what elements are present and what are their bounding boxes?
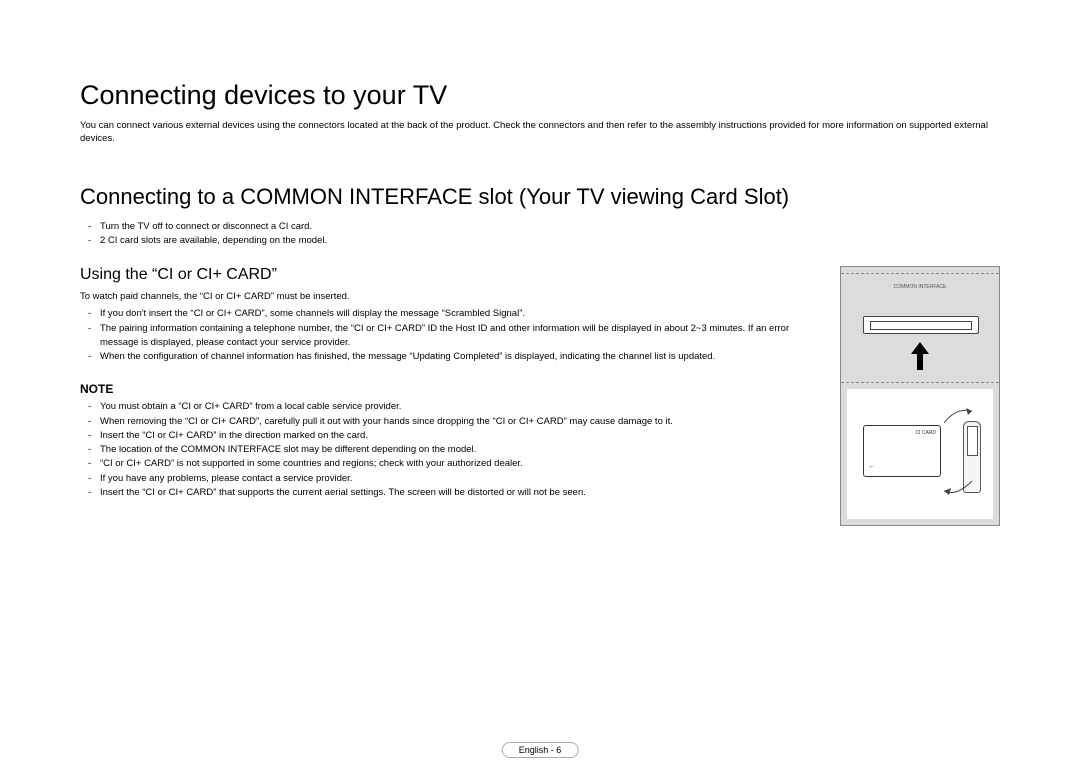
section-title: Connecting to a COMMON INTERFACE slot (Y… [80, 184, 1000, 210]
curved-arrow-icon [942, 477, 980, 499]
list-item: Insert the “CI or CI+ CARD” that support… [98, 486, 822, 500]
page-footer: English - 6 [502, 742, 579, 758]
card-slot-icon [863, 316, 979, 334]
list-item: When removing the “CI or CI+ CARD”, care… [98, 415, 822, 429]
list-item: “CI or CI+ CARD” is not supported in som… [98, 457, 822, 471]
sub-paragraph: To watch paid channels, the “CI or CI+ C… [80, 290, 822, 303]
diagram-top-label: COMMON INTERFACE [841, 274, 999, 290]
card-label: CI CARD [915, 430, 936, 436]
subheading: Using the “CI or CI+ CARD” [80, 266, 822, 284]
list-item: Turn the TV off to connect or disconnect… [98, 220, 1000, 234]
list-item: If you don't insert the “CI or CI+ CARD”… [98, 307, 822, 321]
note-heading: NOTE [80, 382, 822, 396]
list-item: 2 CI card slots are available, depending… [98, 234, 1000, 248]
ci-card-icon: CI CARD ← [863, 425, 941, 477]
list-item: You must obtain a “CI or CI+ CARD” from … [98, 400, 822, 414]
arrow-up-icon [911, 342, 929, 370]
list-item: The pairing information containing a tel… [98, 322, 822, 351]
section-bullet-list: Turn the TV off to connect or disconnect… [80, 220, 1000, 249]
list-item: Insert the “CI or CI+ CARD” in the direc… [98, 429, 822, 443]
footer-separator: - [548, 745, 556, 755]
note-bullet-list: You must obtain a “CI or CI+ CARD” from … [80, 400, 822, 500]
card-arrow-icon: ← [868, 463, 875, 470]
footer-language: English [519, 745, 549, 755]
list-item: If you have any problems, please contact… [98, 472, 822, 486]
list-item: The location of the COMMON INTERFACE slo… [98, 443, 822, 457]
intro-paragraph: You can connect various external devices… [80, 119, 1000, 146]
ci-card-diagram: COMMON INTERFACE CI CARD ← [840, 266, 1000, 526]
sub-bullet-list: If you don't insert the “CI or CI+ CARD”… [80, 307, 822, 364]
page-title: Connecting devices to your TV [80, 80, 1000, 111]
list-item: When the configuration of channel inform… [98, 350, 822, 364]
footer-page-number: 6 [556, 745, 561, 755]
